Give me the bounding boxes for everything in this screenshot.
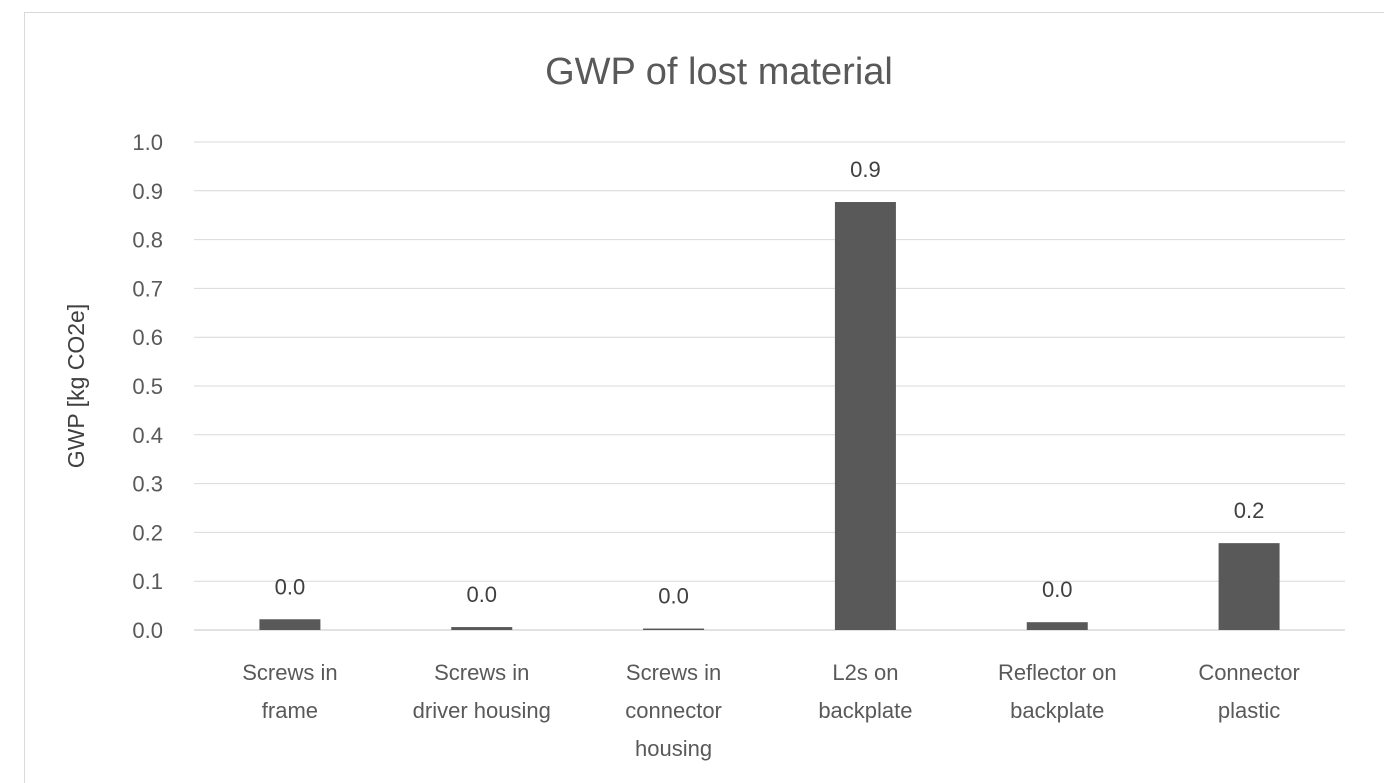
y-tick-label: 0.9 — [132, 179, 163, 204]
category-label-line: Connector — [1198, 660, 1300, 685]
chart-border-top — [24, 12, 1384, 13]
y-tick-label: 0.0 — [132, 618, 163, 643]
y-tick-label: 0.8 — [132, 228, 163, 253]
bar — [834, 202, 896, 631]
bar — [643, 628, 705, 630]
data-label: 0.0 — [466, 582, 497, 607]
category-label-line: backplate — [818, 698, 912, 723]
category-label-line: frame — [262, 698, 318, 723]
bar — [451, 627, 513, 630]
data-labels: 0.0 0.0 0.0 0.9 0.0 0.2 — [275, 157, 1265, 609]
category-label-line: housing — [635, 736, 712, 761]
chart-title: GWP of lost material — [545, 51, 893, 93]
bar — [259, 619, 321, 630]
y-tick-label: 0.1 — [132, 569, 163, 594]
category-label: Reflector on backplate — [998, 660, 1117, 723]
y-axis-ticks: 0.0 0.1 0.2 0.3 0.4 0.5 0.6 0.7 0.8 0.9 1.0 — [132, 130, 163, 643]
category-label: L2s on backplate — [818, 660, 912, 723]
bar — [1026, 622, 1088, 630]
y-axis-label: GWP [kg CO2e] — [63, 304, 89, 468]
y-tick-label: 0.3 — [132, 472, 163, 497]
data-label: 0.2 — [1234, 498, 1265, 523]
data-label: 0.0 — [1042, 577, 1073, 602]
y-tick-label: 0.6 — [132, 325, 163, 350]
category-label: Screws in frame — [242, 660, 337, 723]
category-label-line: driver housing — [413, 698, 551, 723]
data-label: 0.0 — [658, 584, 689, 609]
category-label-line: plastic — [1218, 698, 1280, 723]
category-label: Screws in driver housing — [413, 660, 551, 723]
category-label-line: Screws in — [434, 660, 529, 685]
category-label-line: backplate — [1010, 698, 1104, 723]
y-tick-label: 0.5 — [132, 374, 163, 399]
data-label: 0.9 — [850, 157, 881, 182]
gridlines — [194, 141, 1345, 631]
category-label-line: connector — [625, 698, 722, 723]
category-label-line: L2s on — [832, 660, 898, 685]
y-tick-label: 0.7 — [132, 276, 163, 301]
y-tick-label: 0.2 — [132, 520, 163, 545]
bars — [259, 202, 1280, 631]
category-label: Connector plastic — [1198, 660, 1300, 723]
category-label-line: Screws in — [242, 660, 337, 685]
category-label-line: Screws in — [626, 660, 721, 685]
category-label-line: Reflector on — [998, 660, 1117, 685]
bar — [1218, 543, 1280, 630]
data-label: 0.0 — [275, 574, 306, 599]
y-tick-label: 1.0 — [132, 130, 163, 155]
y-tick-label: 0.4 — [132, 423, 163, 448]
category-label: Screws in connector housing — [625, 660, 722, 761]
chart-border-left — [24, 12, 25, 783]
